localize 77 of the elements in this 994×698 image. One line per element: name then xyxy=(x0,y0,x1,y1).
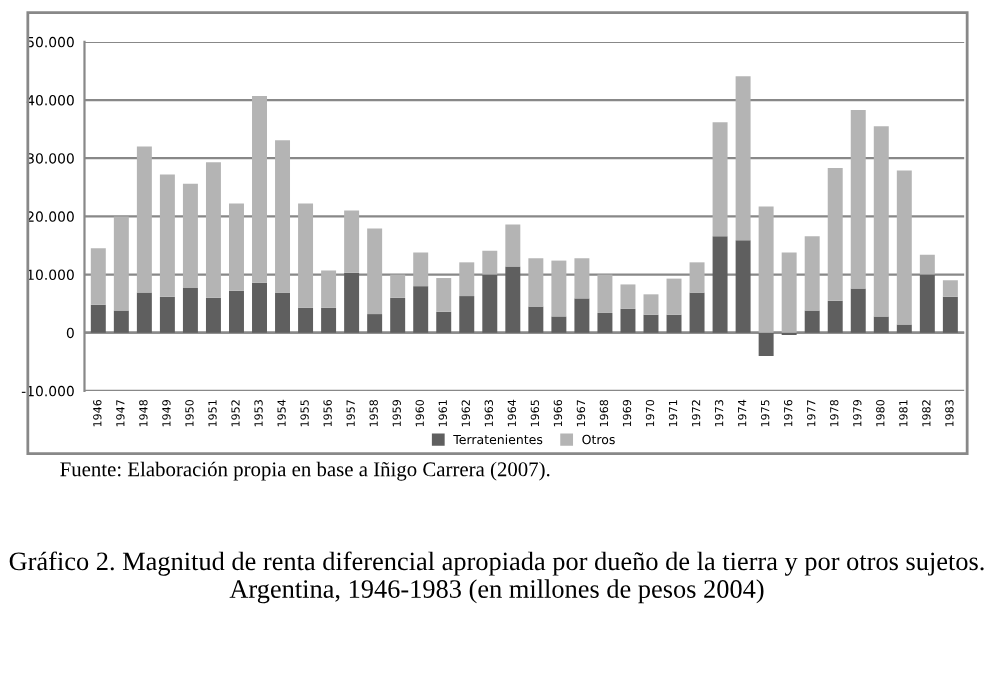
bar xyxy=(597,274,613,313)
bar xyxy=(275,140,291,293)
bar xyxy=(942,280,958,297)
bar xyxy=(827,300,843,333)
bar xyxy=(390,274,406,298)
bar xyxy=(574,298,590,333)
bar xyxy=(252,95,267,283)
bar xyxy=(205,297,221,333)
source-note: Fuente: Elaboración propia en base a Iñigo Carrera (2007). xyxy=(60,461,550,481)
bar xyxy=(643,314,659,333)
bar xyxy=(574,258,590,299)
bar xyxy=(298,203,314,308)
bar xyxy=(459,296,475,333)
bar xyxy=(344,210,360,273)
bar xyxy=(136,292,152,333)
bar xyxy=(804,236,820,311)
bar xyxy=(712,122,728,237)
bar xyxy=(482,274,498,333)
bar xyxy=(896,170,912,325)
bar xyxy=(597,312,613,333)
bar xyxy=(551,316,567,333)
bar xyxy=(620,308,636,333)
bar xyxy=(298,307,314,333)
bar xyxy=(113,216,129,311)
bar xyxy=(827,168,843,301)
text: Gráfico 2. Magnitud de renta diferencial apropiada por dueño de la tierra y por otros sujetos. Argentina, 1946-1983 (en millones de pesos 2004) xyxy=(9,551,984,604)
bar xyxy=(942,296,958,333)
bar xyxy=(436,278,452,312)
bar xyxy=(321,307,337,333)
bar xyxy=(896,324,912,333)
bar xyxy=(205,162,221,298)
bar xyxy=(90,248,106,305)
bar xyxy=(735,240,751,333)
bar xyxy=(919,274,935,333)
bar xyxy=(344,272,360,333)
bar xyxy=(689,262,705,293)
bar xyxy=(804,310,820,333)
bar xyxy=(159,296,175,333)
bar xyxy=(252,282,267,333)
bar xyxy=(620,284,636,309)
bar xyxy=(850,288,866,333)
bar xyxy=(551,260,567,317)
bar xyxy=(873,316,889,333)
bar xyxy=(90,304,106,333)
bar xyxy=(758,206,774,333)
bar xyxy=(228,203,244,291)
bar xyxy=(528,258,544,307)
bar xyxy=(367,228,383,315)
bar xyxy=(505,224,521,267)
bar xyxy=(436,311,452,333)
bar xyxy=(182,183,198,288)
bar xyxy=(505,266,521,333)
bar xyxy=(182,287,198,333)
bar xyxy=(413,252,429,287)
bar xyxy=(689,292,705,333)
bar xyxy=(482,250,498,275)
bar xyxy=(712,236,728,333)
bar xyxy=(275,292,291,333)
bar xyxy=(735,76,751,241)
bar xyxy=(321,270,337,308)
bar xyxy=(643,294,659,315)
bar xyxy=(850,109,866,289)
bar xyxy=(390,297,406,333)
bar xyxy=(528,306,544,333)
bar xyxy=(459,262,475,297)
bar xyxy=(873,126,889,317)
bar xyxy=(413,286,429,333)
bar xyxy=(781,252,797,333)
bar xyxy=(919,254,935,275)
bar xyxy=(228,290,244,333)
bar xyxy=(666,278,682,315)
bar xyxy=(136,146,152,293)
bar xyxy=(666,314,682,333)
bar xyxy=(758,332,774,356)
bar xyxy=(159,174,175,297)
bar xyxy=(113,310,129,333)
bar xyxy=(367,314,383,333)
